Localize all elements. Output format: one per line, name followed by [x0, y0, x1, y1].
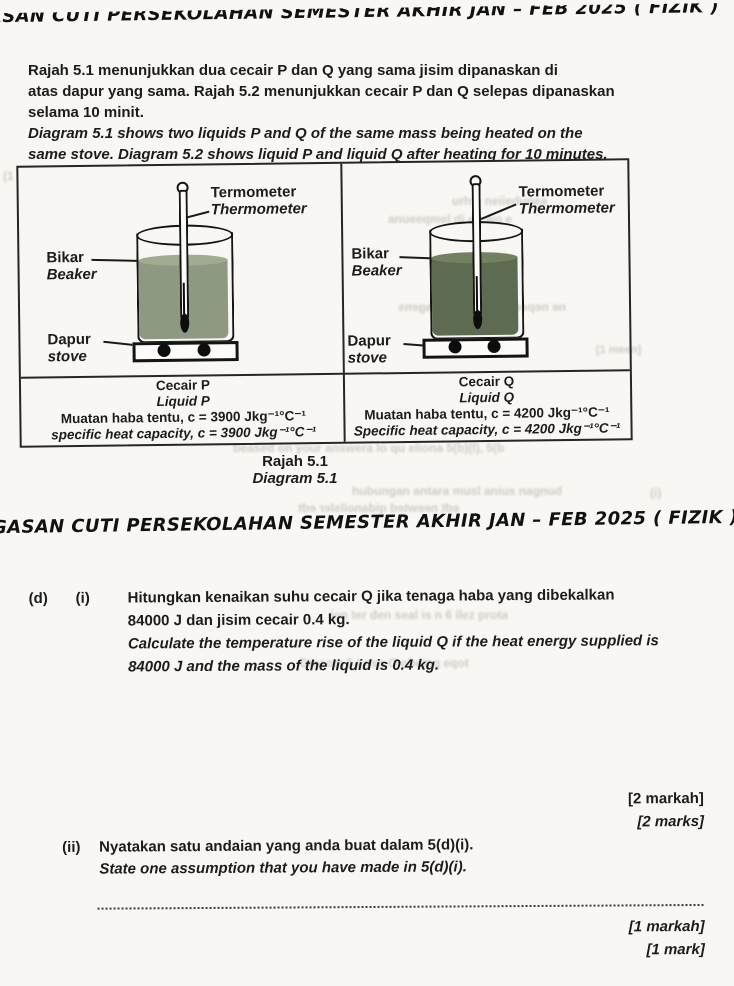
question-di-english-line: Calculate the temperature rise of the li…: [127, 632, 659, 653]
question-intro: Rajah 5.1 menunjukkan dua cecair P dan Q…: [28, 60, 708, 165]
marks-dii-ms: [1 markah]: [628, 917, 705, 936]
answer-line: [97, 903, 704, 910]
intro-english-line: Diagram 5.1 shows two liquids P and Q of…: [28, 125, 583, 142]
figure-caption-en: Diagram 5.1: [252, 470, 338, 487]
question-di-english-line: 84000 J and the mass of the liquid is 0.…: [128, 656, 440, 676]
question-di-malay-line: 84000 J dan jisim cecair 0.4 kg.: [127, 611, 350, 630]
figure-caption: Rajah 5.1 Diagram 5.1: [150, 453, 440, 487]
intro-malay-line: selama 10 minit.: [28, 104, 144, 121]
question-d-label: (d): [28, 589, 48, 608]
intro-malay-line: atas dapur yang sama. Rajah 5.2 menunjuk…: [28, 83, 615, 100]
figure-caption-ms: Rajah 5.1: [262, 453, 328, 470]
marks-di-en: [2 marks]: [637, 812, 705, 831]
marks-dii-en: [1 mark]: [646, 940, 705, 959]
question-di-label: (i): [75, 589, 90, 607]
question-dii-malay: Nyatakan satu andaian yang anda buat dal…: [99, 836, 474, 856]
question-di-malay-line: Hitungkan kenaikan suhu cecair Q jika te…: [127, 586, 615, 607]
intro-malay-line: Rajah 5.1 menunjukkan dua cecair P dan Q…: [28, 62, 558, 79]
question-dii-english: State one assumption that you have made …: [99, 858, 467, 878]
marks-di-ms: [2 markah]: [627, 789, 704, 808]
question-dii-label: (ii): [62, 838, 81, 856]
intro-english-line: same stove. Diagram 5.2 shows liquid P a…: [28, 146, 608, 163]
